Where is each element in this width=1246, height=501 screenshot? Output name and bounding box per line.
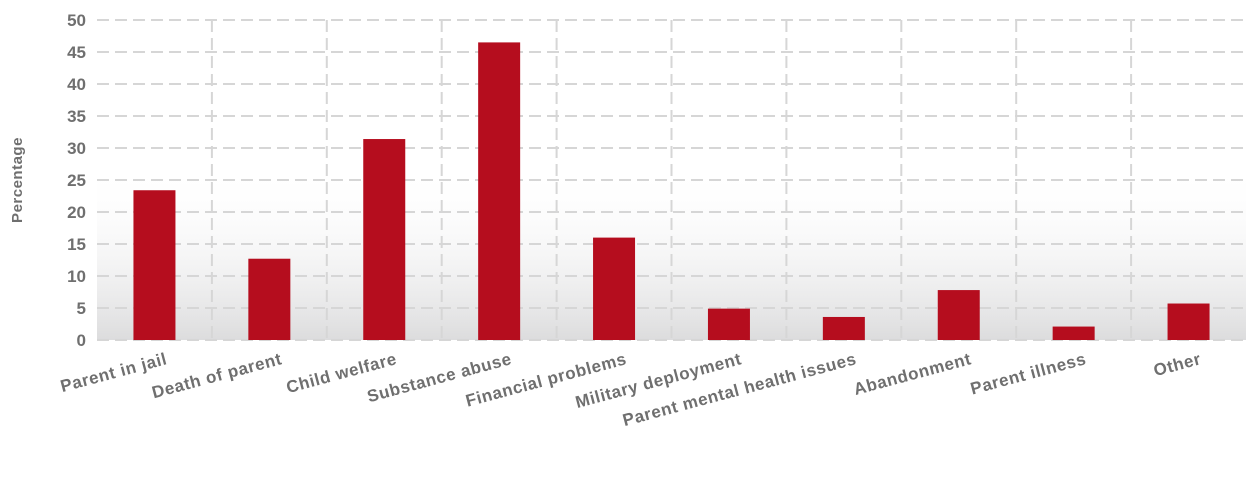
bars bbox=[133, 42, 1210, 341]
y-tick-label: 15 bbox=[67, 235, 86, 254]
x-tick-label: Death of parent bbox=[150, 349, 284, 402]
y-tick-label: 5 bbox=[77, 299, 86, 318]
bar bbox=[593, 237, 636, 340]
y-tick-label: 0 bbox=[77, 331, 86, 350]
y-tick-label: 40 bbox=[67, 75, 86, 94]
y-tick-label: 30 bbox=[67, 139, 86, 158]
y-tick-label: 10 bbox=[67, 267, 86, 286]
y-tick-label: 25 bbox=[67, 171, 86, 190]
y-tick-label: 20 bbox=[67, 203, 86, 222]
bar bbox=[1052, 326, 1095, 340]
y-axis-title: Percentage bbox=[9, 137, 26, 223]
bar bbox=[133, 190, 176, 340]
y-tick-label: 35 bbox=[67, 107, 86, 126]
x-tick-label: Abandonment bbox=[852, 349, 974, 399]
bar bbox=[1167, 303, 1210, 340]
bar bbox=[822, 316, 865, 340]
x-tick-label: Parent illness bbox=[968, 349, 1088, 398]
x-tick-label: Other bbox=[1152, 349, 1204, 380]
y-tick-label: 50 bbox=[67, 11, 86, 30]
bar bbox=[478, 42, 521, 341]
y-axis-ticks: 0 5 10 15 20 25 30 35 40 45 50 bbox=[67, 11, 86, 350]
y-tick-label: 45 bbox=[67, 43, 86, 62]
bar bbox=[248, 258, 291, 340]
bar bbox=[707, 308, 750, 340]
bar bbox=[363, 139, 406, 340]
bar bbox=[937, 290, 980, 340]
